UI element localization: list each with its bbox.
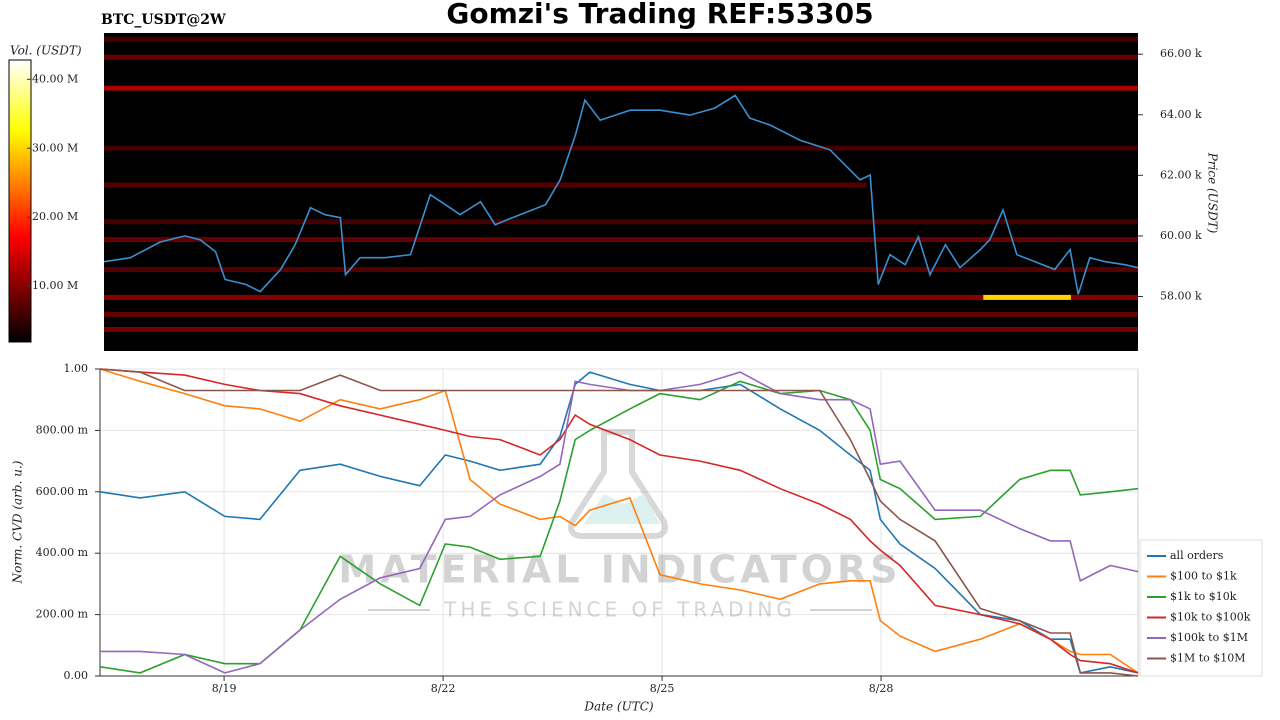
y-axis-label: Price (USDT) — [1206, 152, 1220, 234]
heatmap-band — [104, 237, 1138, 243]
watermark-tagline: THE SCIENCE OF TRADING — [443, 598, 796, 622]
legend-label: $100k to $1M — [1170, 631, 1248, 644]
legend — [1139, 539, 1263, 677]
legend-label: $100 to $1k — [1170, 570, 1237, 583]
heatmap-band — [104, 85, 1138, 91]
legend-label: $10k to $100k — [1170, 611, 1251, 624]
y-tick-label: 1.00 — [64, 362, 89, 375]
y-tick-label: 64.00 k — [1160, 108, 1202, 121]
watermark: MATERIAL INDICATORS THE SCIENCE OF TRADI… — [338, 429, 901, 622]
colorbar-tick-label: 30.00 M — [32, 141, 78, 154]
y-tick-label: 800.00 m — [36, 423, 89, 436]
page-title: Gomzi's Trading REF:53305 — [446, 0, 873, 30]
y-tick-label: 60.00 k — [1160, 229, 1202, 242]
legend-label: all orders — [1170, 549, 1224, 562]
chart-title: BTC_USDT@2W — [101, 12, 226, 28]
heatmap-band — [104, 294, 1138, 300]
x-tick-label: 8/19 — [212, 682, 237, 695]
y-tick-label: 66.00 k — [1160, 47, 1202, 60]
cvd-line — [99, 380, 1139, 674]
heatmap-band — [104, 182, 867, 188]
watermark-brand: MATERIAL INDICATORS — [338, 548, 901, 592]
y-tick-label: 400.00 m — [36, 546, 89, 559]
colorbar-tick-label: 20.00 M — [32, 210, 78, 223]
plot-area — [99, 368, 1139, 677]
heatmap-band — [104, 54, 1138, 60]
heatmap-band — [104, 145, 1138, 151]
heatmap-band — [104, 36, 1138, 42]
legend-label: $1M to $10M — [1170, 652, 1246, 665]
colorbar-label: Vol. (USDT) — [10, 44, 82, 58]
y-tick-label: 58.00 k — [1160, 289, 1202, 302]
y-tick-label: 200.00 m — [36, 608, 89, 621]
heatmap-band — [104, 311, 1138, 317]
y-tick-label: 62.00 k — [1160, 168, 1202, 181]
colorbar-tick-label: 40.00 M — [32, 72, 78, 85]
heatmap-band — [104, 219, 1138, 225]
y-axis-label: Norm. CVD (arb. u.) — [11, 460, 25, 584]
heatmap-band — [104, 267, 1138, 273]
x-tick-label: 8/22 — [431, 682, 456, 695]
heatmap-background — [104, 33, 1138, 351]
y-tick-label: 0.00 — [64, 669, 89, 682]
heatmap-band — [104, 326, 1138, 332]
y-tick-label: 600.00 m — [36, 485, 89, 498]
price-line — [103, 94, 1139, 295]
cvd-line — [99, 368, 1139, 677]
heatmap-band — [983, 294, 1071, 300]
cvd-line — [99, 368, 1139, 674]
cvd-line — [99, 368, 1139, 674]
x-axis-label: Date (UTC) — [583, 700, 653, 714]
legend-label: $1k to $10k — [1170, 590, 1237, 603]
colorbar-tick-label: 10.00 M — [32, 279, 78, 292]
x-tick-label: 8/28 — [869, 682, 894, 695]
x-tick-label: 8/25 — [650, 682, 675, 695]
cvd-line — [99, 371, 1139, 674]
colorbar — [8, 59, 32, 343]
